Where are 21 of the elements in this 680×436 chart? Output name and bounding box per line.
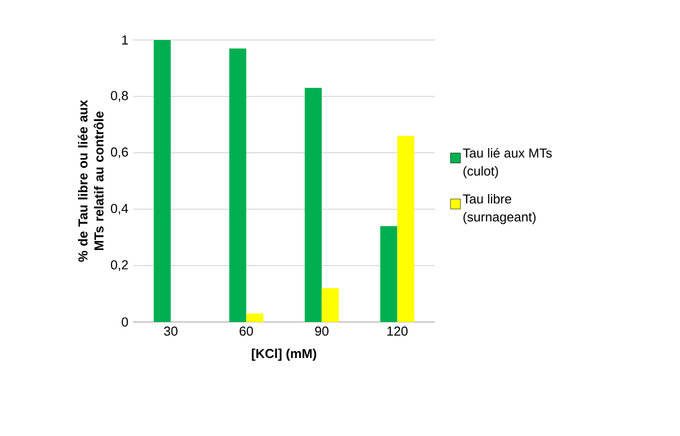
x-tick-label: 120 — [387, 326, 408, 336]
bar — [304, 88, 322, 322]
y-tick-label: 0,6 — [110, 147, 128, 158]
legend-label: Tau lié aux MTs (culot) — [462, 148, 552, 178]
y-tick-label: 0,8 — [110, 91, 128, 102]
y-tick-label: 0,4 — [110, 204, 128, 215]
bar — [246, 314, 264, 322]
bar — [229, 48, 246, 322]
y-tick-label: 0 — [122, 317, 128, 327]
y-axis-title: % de Tau libre ou liée aux MTs relatif au contrôle — [78, 100, 104, 262]
x-tick-label: 30 — [164, 326, 178, 336]
x-tick-label: 60 — [240, 326, 253, 336]
x-tick-label: 90 — [315, 326, 328, 336]
bar — [380, 226, 398, 322]
x-axis-title: [KCl] (mM) — [252, 348, 316, 361]
y-tick-label: 1 — [122, 36, 128, 44]
bar — [154, 40, 171, 322]
bar — [322, 288, 339, 322]
bar — [397, 136, 414, 322]
legend-label: Tau libre (surnageant) — [462, 194, 536, 224]
y-tick-label: 0,2 — [110, 260, 128, 271]
